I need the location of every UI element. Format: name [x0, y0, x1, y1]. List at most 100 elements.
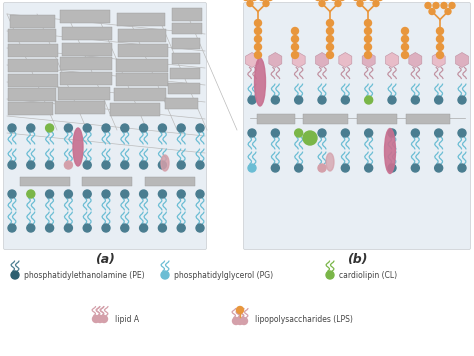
Circle shape	[388, 129, 396, 137]
Circle shape	[255, 20, 262, 26]
FancyBboxPatch shape	[116, 73, 168, 86]
FancyBboxPatch shape	[8, 44, 58, 57]
Circle shape	[8, 190, 16, 198]
Text: lipopolysaccharides (LPS): lipopolysaccharides (LPS)	[255, 314, 353, 324]
Circle shape	[341, 129, 349, 137]
Circle shape	[92, 315, 100, 323]
Circle shape	[365, 96, 373, 104]
Circle shape	[445, 9, 451, 15]
Circle shape	[318, 164, 326, 172]
FancyBboxPatch shape	[172, 38, 200, 49]
FancyBboxPatch shape	[145, 177, 195, 186]
Circle shape	[449, 2, 455, 9]
Circle shape	[240, 318, 247, 325]
Circle shape	[365, 20, 372, 26]
Circle shape	[341, 96, 349, 104]
Circle shape	[365, 36, 372, 42]
Circle shape	[140, 190, 147, 198]
Circle shape	[365, 43, 372, 51]
FancyBboxPatch shape	[114, 88, 166, 101]
Text: (a): (a)	[95, 253, 115, 266]
FancyBboxPatch shape	[8, 102, 53, 115]
Circle shape	[335, 0, 341, 6]
Circle shape	[327, 36, 334, 42]
FancyBboxPatch shape	[118, 29, 166, 42]
Circle shape	[365, 129, 373, 137]
Circle shape	[158, 190, 166, 198]
Circle shape	[8, 161, 16, 169]
FancyBboxPatch shape	[168, 83, 200, 94]
Circle shape	[411, 129, 419, 137]
Circle shape	[271, 129, 279, 137]
Circle shape	[365, 52, 372, 58]
Circle shape	[248, 129, 256, 137]
FancyBboxPatch shape	[8, 29, 56, 42]
Circle shape	[121, 124, 129, 132]
Circle shape	[27, 161, 35, 169]
FancyBboxPatch shape	[60, 57, 112, 70]
Text: phosphatidylglycerol (PG): phosphatidylglycerol (PG)	[174, 271, 273, 279]
Ellipse shape	[73, 128, 83, 166]
FancyBboxPatch shape	[3, 2, 207, 250]
Circle shape	[97, 315, 103, 323]
FancyBboxPatch shape	[20, 177, 70, 186]
Circle shape	[8, 224, 16, 232]
Circle shape	[255, 36, 262, 42]
FancyBboxPatch shape	[257, 114, 295, 124]
Circle shape	[437, 43, 444, 51]
Circle shape	[196, 224, 204, 232]
Circle shape	[318, 96, 326, 104]
Circle shape	[177, 190, 185, 198]
FancyBboxPatch shape	[165, 98, 198, 109]
FancyBboxPatch shape	[172, 23, 202, 34]
Circle shape	[233, 318, 239, 325]
FancyBboxPatch shape	[60, 10, 110, 23]
Circle shape	[237, 318, 244, 325]
FancyBboxPatch shape	[244, 2, 471, 250]
Circle shape	[437, 36, 444, 42]
Circle shape	[292, 43, 299, 51]
Circle shape	[292, 27, 299, 35]
Circle shape	[401, 27, 409, 35]
Circle shape	[327, 43, 334, 51]
Circle shape	[64, 190, 73, 198]
Circle shape	[100, 315, 108, 323]
Circle shape	[295, 96, 303, 104]
Text: phosphatidylethanolamine (PE): phosphatidylethanolamine (PE)	[24, 271, 145, 279]
Circle shape	[435, 129, 443, 137]
Circle shape	[357, 0, 363, 6]
Circle shape	[373, 0, 379, 6]
Circle shape	[318, 129, 326, 137]
FancyBboxPatch shape	[303, 114, 348, 124]
Circle shape	[365, 164, 373, 172]
Circle shape	[64, 161, 73, 169]
Circle shape	[247, 0, 253, 6]
FancyBboxPatch shape	[118, 44, 168, 57]
Circle shape	[140, 161, 147, 169]
FancyBboxPatch shape	[62, 43, 112, 56]
Circle shape	[458, 96, 466, 104]
Circle shape	[102, 190, 110, 198]
Circle shape	[64, 124, 73, 132]
Circle shape	[121, 224, 129, 232]
FancyBboxPatch shape	[8, 59, 58, 72]
Circle shape	[319, 0, 325, 6]
Circle shape	[158, 161, 166, 169]
Circle shape	[295, 164, 303, 172]
FancyBboxPatch shape	[60, 72, 112, 85]
FancyBboxPatch shape	[8, 74, 58, 87]
Ellipse shape	[161, 155, 169, 171]
Circle shape	[425, 2, 431, 9]
Circle shape	[83, 124, 91, 132]
Text: cardiolipin (CL): cardiolipin (CL)	[339, 271, 397, 279]
FancyBboxPatch shape	[406, 114, 450, 124]
Circle shape	[326, 271, 334, 279]
Circle shape	[435, 164, 443, 172]
FancyBboxPatch shape	[170, 68, 200, 79]
Circle shape	[27, 124, 35, 132]
Circle shape	[46, 124, 54, 132]
Circle shape	[8, 124, 16, 132]
Circle shape	[437, 52, 444, 58]
Text: (b): (b)	[347, 253, 367, 266]
FancyBboxPatch shape	[357, 114, 397, 124]
